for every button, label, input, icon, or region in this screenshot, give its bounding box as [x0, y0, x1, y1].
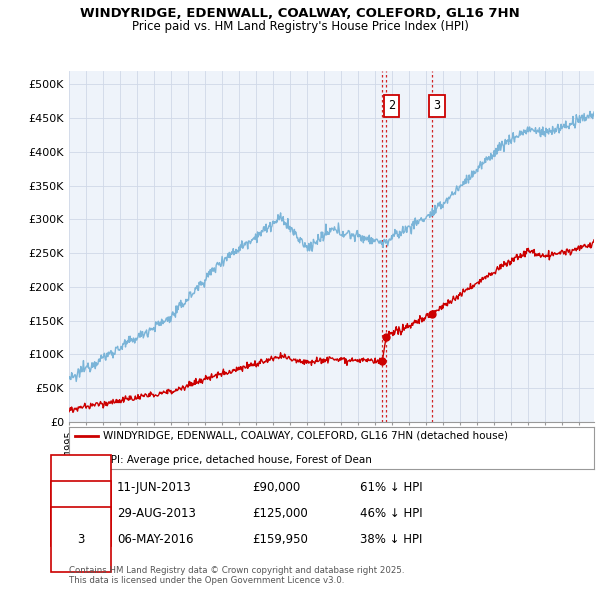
Text: 06-MAY-2016: 06-MAY-2016 — [117, 533, 193, 546]
Text: HPI: Average price, detached house, Forest of Dean: HPI: Average price, detached house, Fore… — [103, 455, 372, 465]
Text: 46% ↓ HPI: 46% ↓ HPI — [360, 507, 422, 520]
Text: 1: 1 — [77, 481, 85, 494]
Text: WINDYRIDGE, EDENWALL, COALWAY, COLEFORD, GL16 7HN (detached house): WINDYRIDGE, EDENWALL, COALWAY, COLEFORD,… — [103, 431, 508, 441]
Text: 3: 3 — [77, 533, 85, 546]
Text: £125,000: £125,000 — [252, 507, 308, 520]
Text: Contains HM Land Registry data © Crown copyright and database right 2025.
This d: Contains HM Land Registry data © Crown c… — [69, 566, 404, 585]
Text: 2: 2 — [77, 507, 85, 520]
Text: Price paid vs. HM Land Registry's House Price Index (HPI): Price paid vs. HM Land Registry's House … — [131, 20, 469, 33]
Text: 29-AUG-2013: 29-AUG-2013 — [117, 507, 196, 520]
Text: 3: 3 — [434, 99, 441, 113]
Text: £159,950: £159,950 — [252, 533, 308, 546]
Text: 2: 2 — [388, 99, 395, 113]
Text: 61% ↓ HPI: 61% ↓ HPI — [360, 481, 422, 494]
Text: 38% ↓ HPI: 38% ↓ HPI — [360, 533, 422, 546]
Text: £90,000: £90,000 — [252, 481, 300, 494]
Text: WINDYRIDGE, EDENWALL, COALWAY, COLEFORD, GL16 7HN: WINDYRIDGE, EDENWALL, COALWAY, COLEFORD,… — [80, 7, 520, 20]
Text: 11-JUN-2013: 11-JUN-2013 — [117, 481, 192, 494]
